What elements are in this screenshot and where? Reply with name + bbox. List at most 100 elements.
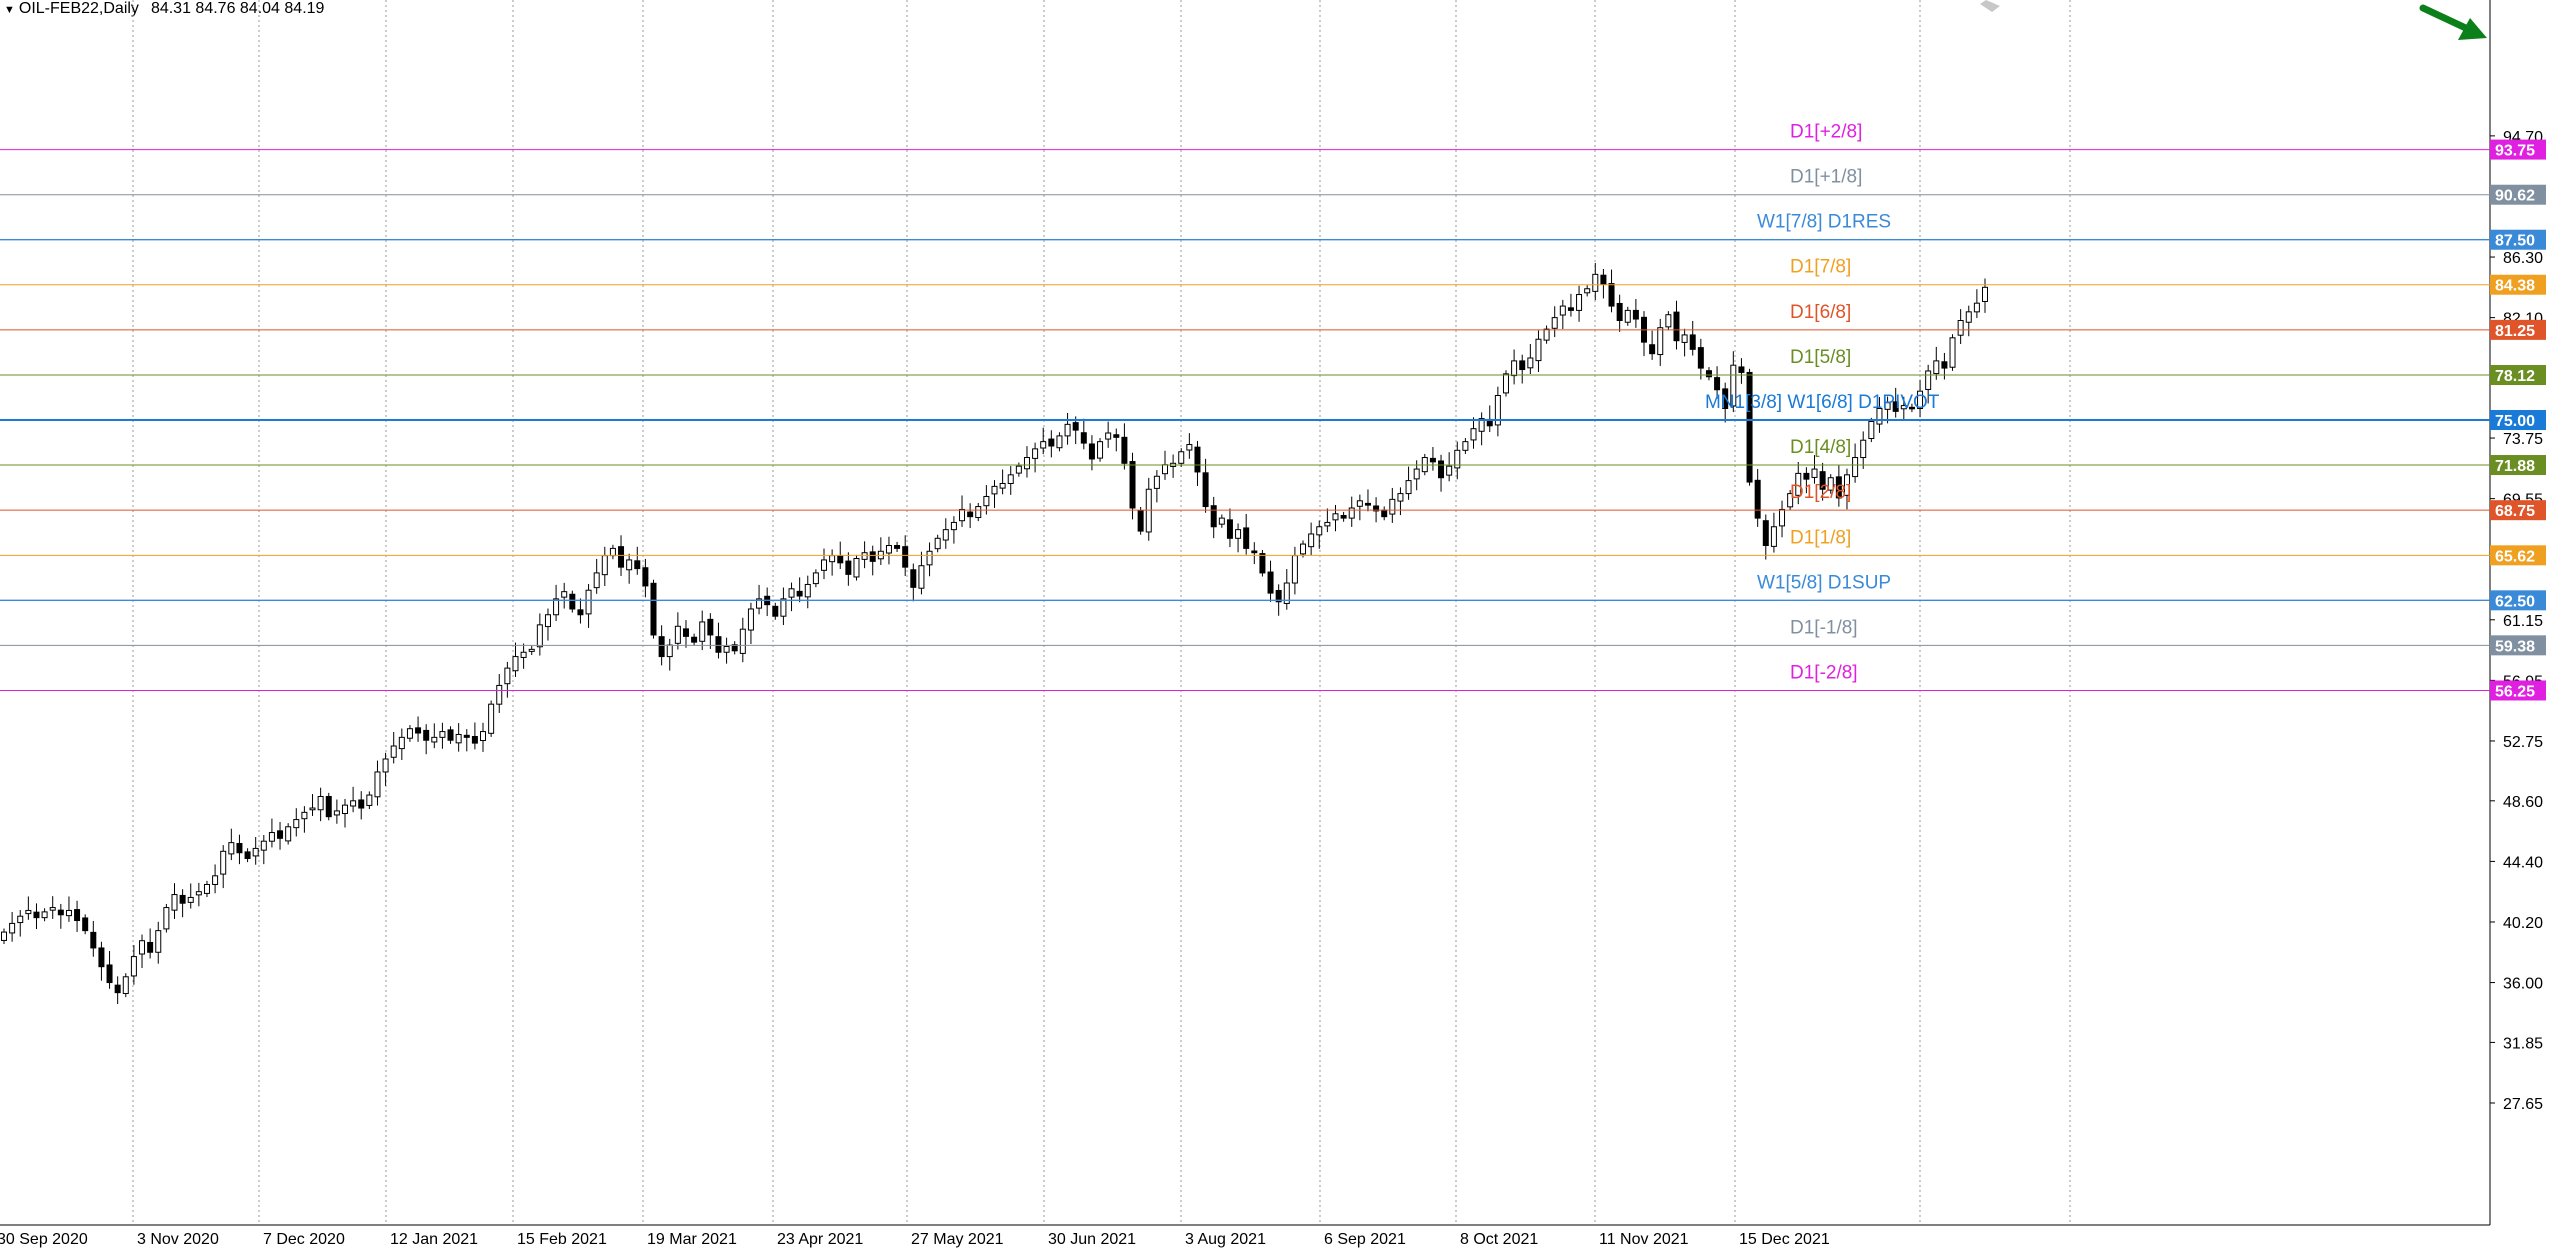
candle: [1559, 305, 1566, 316]
candle: [415, 727, 422, 734]
candle: [447, 729, 454, 741]
candle: [650, 582, 657, 636]
candle: [1681, 334, 1688, 343]
candle: [950, 521, 957, 531]
candle: [82, 917, 89, 932]
candle: [1673, 311, 1680, 342]
candle: [49, 907, 56, 911]
candle: [114, 984, 121, 994]
candle: [1121, 436, 1128, 464]
candle: [569, 593, 576, 610]
candle: [293, 819, 300, 829]
candle: [1235, 529, 1242, 539]
x-tick-label: 23 Apr 2021: [777, 1231, 863, 1248]
candle: [106, 964, 113, 984]
triangle-down-icon[interactable]: ▼: [4, 4, 15, 16]
candle: [1925, 370, 1932, 390]
candle: [382, 758, 389, 773]
candle: [1259, 553, 1266, 574]
candle: [1023, 457, 1030, 470]
candle: [1689, 334, 1696, 350]
level-price-tag: [2490, 410, 2546, 431]
level-price-label: 78.12: [2495, 368, 2535, 385]
x-tick-label: 30 Jun 2021: [1048, 1231, 1136, 1248]
chart-header: ▼ OIL-FEB22,Daily 84.31 84.76 84.04 84.19: [4, 0, 324, 18]
y-tick-label: 40.20: [2503, 915, 2543, 932]
candle: [325, 795, 332, 818]
candle: [155, 930, 162, 953]
candle: [1088, 443, 1095, 460]
candle: [1649, 344, 1656, 355]
candle: [1941, 361, 1948, 369]
candle: [236, 843, 243, 854]
candle: [1592, 273, 1599, 292]
y-tick-label: 48.60: [2503, 794, 2543, 811]
level-price-label: 90.62: [2495, 188, 2535, 205]
candle: [747, 608, 754, 631]
candle: [309, 807, 316, 811]
candle: [203, 883, 210, 894]
x-tick-label: 8 Oct 2021: [1460, 1231, 1538, 1248]
candle: [1860, 439, 1867, 459]
candle: [1243, 527, 1250, 549]
candle: [512, 656, 519, 672]
candle: [1982, 286, 1988, 302]
candle: [1835, 476, 1842, 499]
level-price-label: 71.88: [2495, 458, 2535, 475]
candle: [1502, 373, 1509, 394]
candle: [1973, 302, 1980, 313]
candle: [1413, 468, 1420, 480]
level-label: D1[7/8]: [1790, 257, 1851, 278]
candle: [317, 795, 324, 811]
candle: [699, 621, 706, 642]
candle: [187, 896, 194, 903]
candle: [869, 551, 876, 562]
candle: [147, 941, 154, 953]
y-tick-label: 73.75: [2503, 431, 2543, 448]
candle: [1754, 479, 1761, 519]
candle: [894, 545, 901, 549]
candle: [1064, 423, 1071, 437]
candle: [1697, 347, 1704, 369]
candle: [837, 555, 844, 564]
candle: [1381, 509, 1388, 518]
candle: [423, 729, 430, 741]
candle: [33, 911, 40, 919]
level-price-label: 59.38: [2495, 638, 2535, 655]
level-label: D1[4/8]: [1790, 437, 1851, 458]
candle: [1632, 309, 1639, 320]
candle: [1657, 327, 1664, 356]
candle: [918, 565, 925, 589]
y-tick-label: 31.85: [2503, 1035, 2543, 1052]
candle: [1746, 371, 1753, 483]
candle: [845, 560, 852, 575]
level-label: D1[2/8]: [1790, 482, 1851, 503]
candle: [1600, 274, 1607, 285]
candle: [561, 591, 568, 598]
level-price-label: 65.62: [2495, 548, 2535, 565]
y-tick-label: 27.65: [2503, 1096, 2543, 1113]
candle: [1608, 283, 1615, 307]
level-price-label: 84.38: [2495, 278, 2535, 295]
candle: [171, 894, 178, 911]
candle: [1438, 460, 1445, 479]
candle: [1949, 337, 1956, 368]
candle: [934, 537, 941, 550]
candle: [1105, 432, 1112, 440]
candle: [1819, 471, 1826, 490]
candle: [1186, 444, 1193, 451]
candle: [301, 811, 308, 820]
candle: [1324, 521, 1331, 527]
level-price-tag: [2490, 545, 2546, 566]
level-label: W1[5/8] D1SUP: [1757, 572, 1891, 593]
candle: [1738, 366, 1745, 373]
level-price-tag: [2490, 680, 2546, 701]
candle: [366, 794, 373, 806]
candle: [626, 559, 633, 571]
candle: [983, 495, 990, 507]
level-price-label: 62.50: [2495, 593, 2535, 610]
candle: [98, 947, 105, 968]
level-price-tag: [2490, 139, 2546, 160]
candle: [228, 842, 235, 855]
